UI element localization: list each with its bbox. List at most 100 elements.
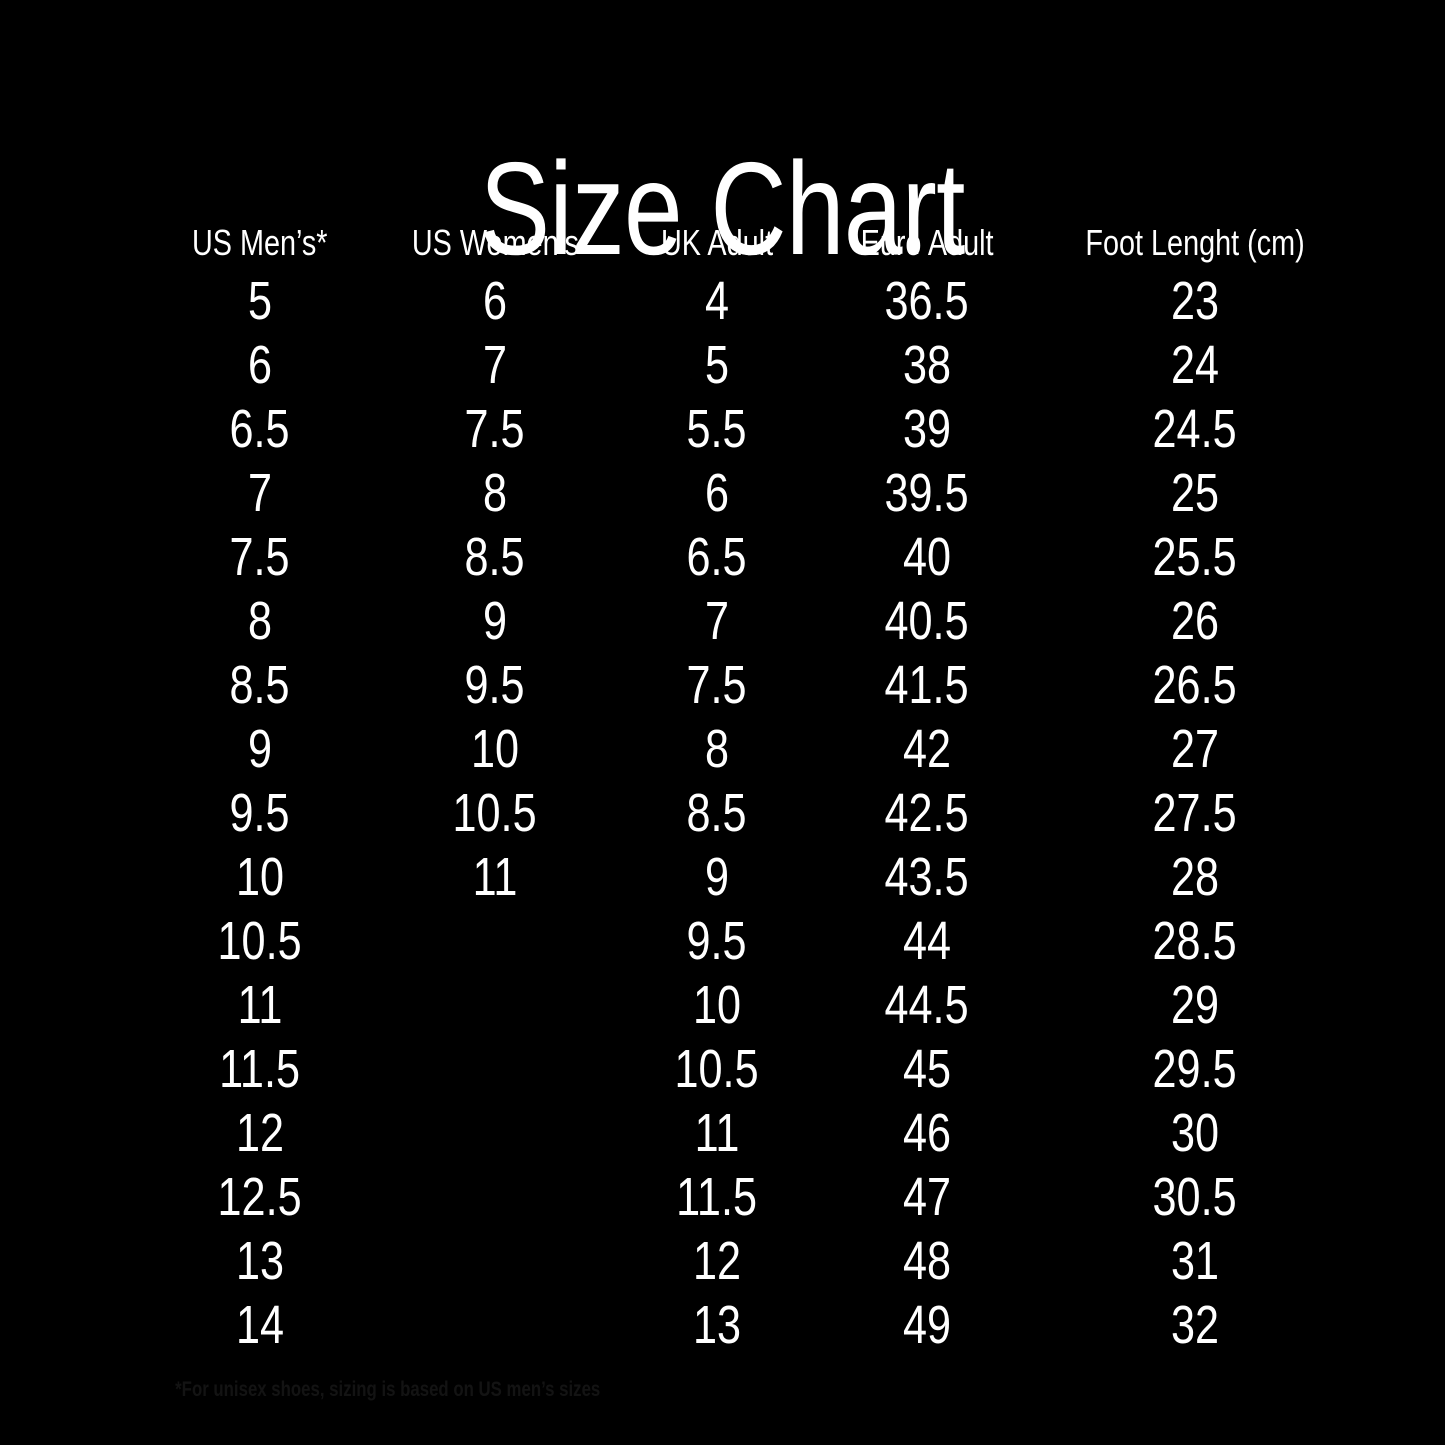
size-cell: 13 xyxy=(120,1229,400,1293)
size-cell: 7.5 xyxy=(120,525,400,589)
size-cell: 9.5 xyxy=(400,653,590,717)
size-cell xyxy=(400,1165,590,1229)
size-value: 6.5 xyxy=(229,399,291,459)
size-value: 6 xyxy=(247,335,273,395)
size-cell xyxy=(400,1293,590,1357)
size-cell: 8.5 xyxy=(120,653,400,717)
footnote: *For unisex shoes, sizing is based on US… xyxy=(122,1378,653,1402)
size-value: 26.5 xyxy=(1152,655,1238,715)
size-value: 9.5 xyxy=(686,911,748,971)
size-value: 24 xyxy=(1170,335,1220,395)
size-cell: 5 xyxy=(590,333,844,397)
size-value: 10.5 xyxy=(674,1039,760,1099)
size-value: 46 xyxy=(902,1103,952,1163)
size-value: 28 xyxy=(1170,847,1220,907)
size-value: 13 xyxy=(692,1295,742,1355)
size-cell: 29.5 xyxy=(1010,1037,1380,1101)
size-cell: 23 xyxy=(1010,269,1380,333)
size-value: 9 xyxy=(482,591,508,651)
size-cell: 12 xyxy=(120,1101,400,1165)
size-value: 8 xyxy=(482,463,508,523)
size-value: 5 xyxy=(704,335,730,395)
size-value: 31 xyxy=(1170,1231,1220,1291)
size-cell: 11.5 xyxy=(120,1037,400,1101)
size-cell: 12.5 xyxy=(120,1165,400,1229)
size-value: 7.5 xyxy=(464,399,526,459)
size-cell: 7 xyxy=(400,333,590,397)
size-cell: 5.5 xyxy=(590,397,844,461)
size-value: 10.5 xyxy=(452,783,538,843)
size-cell: 47 xyxy=(844,1165,1010,1229)
size-value: 5 xyxy=(247,271,273,331)
column-header: Foot Lenght (cm) xyxy=(1010,205,1380,280)
size-value: 8 xyxy=(704,719,730,779)
size-cell xyxy=(400,1229,590,1293)
size-value: 4 xyxy=(704,271,730,331)
size-cell: 9 xyxy=(590,845,844,909)
size-value: 9.5 xyxy=(229,783,291,843)
size-cell: 42 xyxy=(844,717,1010,781)
column-header-label: UK Adult xyxy=(660,221,774,263)
size-cell: 49 xyxy=(844,1293,1010,1357)
size-cell: 8.5 xyxy=(400,525,590,589)
size-value: 12 xyxy=(235,1103,285,1163)
size-cell: 10.5 xyxy=(120,909,400,973)
size-value: 9 xyxy=(704,847,730,907)
size-value: 41.5 xyxy=(884,655,970,715)
column-header-label: Euro Adult xyxy=(860,221,994,263)
size-cell: 41.5 xyxy=(844,653,1010,717)
size-value: 5.5 xyxy=(686,399,748,459)
size-cell: 27 xyxy=(1010,717,1380,781)
size-value: 40 xyxy=(902,527,952,587)
column-header: US Men’s* xyxy=(120,205,400,280)
column-header-label: Foot Lenght (cm) xyxy=(1085,221,1305,263)
size-value: 12 xyxy=(692,1231,742,1291)
size-cell: 24 xyxy=(1010,333,1380,397)
size-cell: 26 xyxy=(1010,589,1380,653)
column-header-label: US Women’s xyxy=(411,221,579,263)
size-value: 38 xyxy=(902,335,952,395)
size-cell: 9 xyxy=(120,717,400,781)
size-cell: 44.5 xyxy=(844,973,1010,1037)
size-cell: 38 xyxy=(844,333,1010,397)
size-cell: 10.5 xyxy=(590,1037,844,1101)
size-cell: 13 xyxy=(590,1293,844,1357)
size-value: 11.5 xyxy=(219,1039,301,1099)
size-chart-table: US Men’s* US Women’s UK Adult Euro Adult Foo… xyxy=(120,205,1380,1357)
size-cell: 28.5 xyxy=(1010,909,1380,973)
size-value: 44.5 xyxy=(884,975,970,1035)
size-value: 48 xyxy=(902,1231,952,1291)
size-cell: 6.5 xyxy=(590,525,844,589)
size-value: 44 xyxy=(902,911,952,971)
size-cell: 39 xyxy=(844,397,1010,461)
size-cell: 26.5 xyxy=(1010,653,1380,717)
size-value: 13 xyxy=(235,1231,285,1291)
size-cell: 6.5 xyxy=(120,397,400,461)
size-cell xyxy=(400,909,590,973)
size-value: 45 xyxy=(902,1039,952,1099)
size-cell: 4 xyxy=(590,269,844,333)
size-cell: 31 xyxy=(1010,1229,1380,1293)
size-value: 39 xyxy=(902,399,952,459)
size-value: 23 xyxy=(1170,271,1220,331)
size-cell: 25.5 xyxy=(1010,525,1380,589)
page-title-text: Size Chart xyxy=(480,135,966,283)
size-value: 30 xyxy=(1170,1103,1220,1163)
size-value: 40.5 xyxy=(884,591,970,651)
size-value: 6 xyxy=(704,463,730,523)
size-cell: 5 xyxy=(120,269,400,333)
size-value: 27 xyxy=(1170,719,1220,779)
size-value: 29.5 xyxy=(1152,1039,1238,1099)
size-cell: 12 xyxy=(590,1229,844,1293)
size-value: 6.5 xyxy=(686,527,748,587)
size-value: 11 xyxy=(237,975,283,1035)
size-cell: 28 xyxy=(1010,845,1380,909)
size-value: 12.5 xyxy=(217,1167,303,1227)
size-value: 11 xyxy=(472,847,518,907)
page-title: Size Chart xyxy=(0,140,1445,279)
size-cell: 9 xyxy=(400,589,590,653)
size-value: 7 xyxy=(704,591,730,651)
size-value: 7 xyxy=(482,335,508,395)
size-cell xyxy=(400,973,590,1037)
size-cell: 45 xyxy=(844,1037,1010,1101)
